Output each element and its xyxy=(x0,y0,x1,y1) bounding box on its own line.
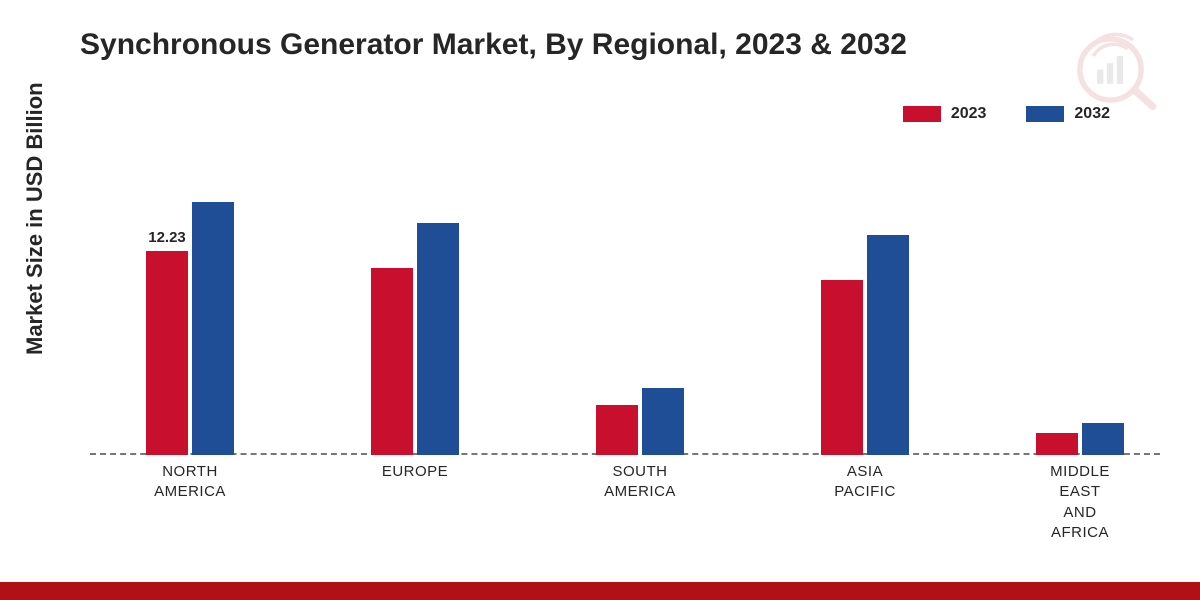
bar: 12.23 xyxy=(146,251,188,455)
bar-value-label: 12.23 xyxy=(148,229,186,246)
bar xyxy=(371,268,413,455)
bar-group xyxy=(335,223,495,455)
watermark-logo-icon xyxy=(1070,20,1160,110)
bar-group xyxy=(1000,423,1160,455)
bar xyxy=(596,405,638,455)
bar xyxy=(1036,433,1078,455)
bar-group xyxy=(785,235,945,455)
footer-bar xyxy=(0,582,1200,600)
legend-label: 2023 xyxy=(951,105,987,123)
bar xyxy=(417,223,459,455)
x-axis-label: NORTHAMERICA xyxy=(110,462,270,503)
chart-container: Synchronous Generator Market, By Regiona… xyxy=(0,0,1200,600)
legend-item: 2032 xyxy=(1026,105,1110,123)
legend-swatch xyxy=(1026,106,1064,122)
footer-gap xyxy=(0,568,1200,582)
bar-group: 12.23 xyxy=(110,202,270,455)
plot-area: 12.23 xyxy=(90,155,1160,455)
bar xyxy=(821,280,863,455)
x-axis-label: SOUTHAMERICA xyxy=(560,462,720,503)
bar xyxy=(192,202,234,455)
x-axis-label: EUROPE xyxy=(335,462,495,482)
x-axis-label: ASIAPACIFIC xyxy=(785,462,945,503)
bar xyxy=(867,235,909,455)
y-axis-label: Market Size in USD Billion xyxy=(22,82,48,355)
chart-title: Synchronous Generator Market, By Regiona… xyxy=(80,28,907,62)
legend: 2023 2032 xyxy=(903,105,1110,123)
x-axis-label: MIDDLEEASTANDAFRICA xyxy=(1000,462,1160,543)
bar xyxy=(1082,423,1124,455)
bar-group xyxy=(560,388,720,455)
legend-item: 2023 xyxy=(903,105,987,123)
bar xyxy=(642,388,684,455)
legend-label: 2032 xyxy=(1074,105,1110,123)
legend-swatch xyxy=(903,106,941,122)
